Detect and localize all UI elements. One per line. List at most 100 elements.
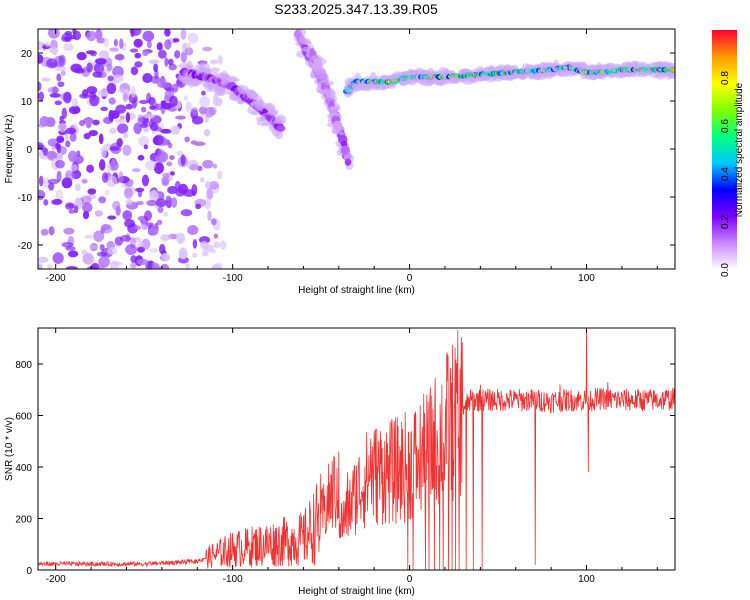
spectrogram-cell	[198, 236, 211, 244]
spectrogram-cell	[82, 202, 93, 213]
spectrogram-cell	[187, 225, 199, 236]
spectrogram-y-axis-label: Frequency (Hz)	[4, 115, 15, 184]
spectrogram-cell	[109, 260, 120, 269]
spectrogram-cell	[179, 250, 188, 259]
snr-x-tick-label: 0	[407, 574, 413, 585]
spectrogram-cell	[127, 223, 139, 234]
spectrogram-cell	[276, 124, 286, 132]
spectrogram-cell	[137, 188, 143, 198]
spectrogram-x-tick-label: -200	[46, 273, 66, 284]
spectrogram-cell	[82, 252, 94, 265]
colorbar-gradient	[712, 30, 737, 270]
spectrogram-cell	[86, 86, 98, 95]
spectrogram-cell	[185, 262, 190, 269]
spectrogram-cell	[324, 80, 335, 86]
snr-y-tick-label: 0	[26, 566, 32, 577]
spectrogram-cell	[186, 64, 195, 70]
spectrogram-cell	[86, 30, 97, 42]
spectrogram-cell	[101, 172, 109, 184]
spectrogram-cell	[65, 246, 76, 251]
spectrogram-cell	[176, 232, 186, 245]
spectrogram-cell	[42, 147, 49, 156]
snr-x-tick-label: -100	[223, 574, 243, 585]
spectrogram-main-tone	[342, 59, 675, 98]
spectrogram-cell	[149, 247, 160, 253]
spectrogram-cell	[169, 171, 175, 176]
spectrogram-cell	[141, 238, 151, 250]
spectrogram-cell	[98, 89, 110, 97]
spectrogram-cell	[83, 117, 94, 125]
spectrogram-x-axis-label: Height of straight line (km)	[298, 285, 415, 296]
spectrogram-cell	[118, 171, 124, 184]
spectrogram-cell	[109, 127, 117, 134]
colorbar-tick-label: 0.0	[720, 263, 731, 277]
spectrogram-cell	[216, 170, 223, 180]
spectrogram-cell	[133, 122, 142, 135]
spectrogram-cell	[86, 164, 95, 173]
spectrogram-cell	[57, 81, 65, 88]
spectrogram-cell	[141, 221, 149, 230]
spectrogram-cell	[156, 219, 163, 226]
spectrogram-cell	[135, 200, 144, 206]
spectrogram-cell	[190, 107, 199, 115]
spectrogram-cell	[332, 120, 342, 130]
spectrogram-cell	[161, 177, 170, 186]
spectrogram-x-tick-label: 0	[407, 273, 413, 284]
spectrogram-cell	[180, 154, 186, 166]
snr-y-tick-label: 600	[15, 412, 32, 423]
spectrogram-cell	[208, 180, 220, 190]
spectrogram-cell	[65, 140, 71, 148]
spectrogram-cell	[174, 50, 181, 59]
spectrogram-cell	[67, 150, 78, 163]
spectrogram-cell	[216, 89, 226, 97]
spectrogram-cell	[184, 136, 190, 143]
spectrogram-cell	[157, 49, 167, 59]
spectrogram-cell	[192, 253, 198, 258]
spectrogram-cell	[125, 112, 131, 123]
spectrogram-cell	[67, 250, 79, 258]
spectrogram-cell	[96, 251, 108, 257]
spectrogram-cell	[210, 218, 217, 226]
spectrogram-cell	[52, 252, 64, 265]
spectrogram-cell	[167, 186, 178, 195]
spectrogram-cell	[670, 67, 675, 72]
spectrogram-cell	[161, 252, 170, 261]
spectrogram-cell	[147, 40, 152, 49]
spectrogram-cell	[74, 67, 85, 74]
snr-y-tick-label: 200	[15, 515, 32, 526]
spectrogram-y-tick-label: 0	[26, 145, 32, 156]
spectrogram-cell	[141, 106, 147, 113]
spectrogram-cell	[199, 96, 211, 108]
spectrogram-cell	[41, 77, 51, 82]
spectrogram-cell	[76, 52, 87, 61]
spectrogram-cell	[48, 226, 55, 236]
spectrogram-cell	[47, 29, 60, 39]
spectrogram-cell	[109, 110, 120, 119]
spectrogram-cell	[99, 50, 110, 61]
spectrogram-cell	[40, 228, 49, 236]
spectrogram-cell	[58, 54, 66, 67]
spectrogram-cell	[99, 244, 105, 251]
spectrogram-cell	[107, 215, 117, 220]
spectrogram-cell	[86, 62, 93, 73]
spectrogram-cell	[204, 67, 212, 74]
spectrogram-cell	[63, 43, 74, 51]
spectrogram-cell	[153, 134, 165, 146]
spectrogram-cell	[50, 39, 58, 51]
spectrogram-cell	[166, 195, 171, 201]
spectrogram-cell	[54, 100, 62, 106]
spectrogram-cell	[193, 141, 206, 147]
spectrogram-cell	[105, 175, 118, 188]
spectrogram-cell	[189, 163, 199, 171]
spectrogram-cell	[130, 66, 139, 76]
spectrogram-cell	[155, 198, 167, 208]
spectrogram-cell	[184, 47, 194, 56]
snr-y-tick-label: 400	[15, 463, 32, 474]
spectrogram-cell	[72, 105, 79, 113]
spectrogram-cell	[64, 202, 75, 210]
spectrogram-cell	[166, 161, 173, 167]
spectrogram-cell	[210, 67, 220, 73]
spectrogram-cell	[117, 123, 129, 134]
